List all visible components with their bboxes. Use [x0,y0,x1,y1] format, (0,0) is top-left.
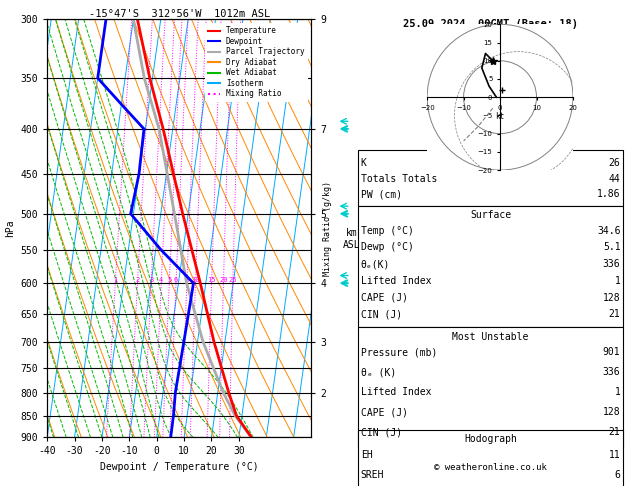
X-axis label: kt: kt [496,112,504,121]
Text: CIN (J): CIN (J) [361,427,402,437]
Text: PW (cm): PW (cm) [361,189,402,199]
Text: 34.6: 34.6 [597,226,620,236]
Text: 3: 3 [149,277,153,283]
Text: CIN (J): CIN (J) [361,309,402,319]
FancyBboxPatch shape [358,150,623,206]
Text: 25.09.2024  00GMT (Base: 18): 25.09.2024 00GMT (Base: 18) [403,19,578,29]
Text: 44: 44 [609,174,620,184]
Text: CAPE (J): CAPE (J) [361,407,408,417]
Text: 128: 128 [603,407,620,417]
Text: 1: 1 [113,277,118,283]
Text: Lifted Index: Lifted Index [361,276,431,286]
FancyBboxPatch shape [358,430,623,486]
Text: 21: 21 [609,309,620,319]
Text: 5.1: 5.1 [603,243,620,252]
Text: Mixing Ratio (g/kg): Mixing Ratio (g/kg) [323,181,331,276]
Text: 1.86: 1.86 [597,189,620,199]
Text: 336: 336 [603,367,620,377]
Text: 901: 901 [603,347,620,357]
Text: 26: 26 [609,158,620,168]
Text: 25: 25 [228,277,237,283]
Text: θₑ(K): θₑ(K) [361,259,390,269]
Text: 5: 5 [167,277,172,283]
Text: 21: 21 [609,427,620,437]
Text: Most Unstable: Most Unstable [452,331,529,342]
Text: θₑ (K): θₑ (K) [361,367,396,377]
FancyBboxPatch shape [358,206,623,327]
Text: 6: 6 [615,470,620,480]
Text: Surface: Surface [470,210,511,220]
FancyBboxPatch shape [358,327,623,448]
Text: 11: 11 [609,450,620,460]
Text: 15: 15 [208,277,216,283]
Text: Hodograph: Hodograph [464,434,517,444]
Text: SREH: SREH [361,470,384,480]
Y-axis label: hPa: hPa [5,220,15,237]
Legend: Temperature, Dewpoint, Parcel Trajectory, Dry Adiabat, Wet Adiabat, Isotherm, Mi: Temperature, Dewpoint, Parcel Trajectory… [205,23,308,102]
Title: -15°47'S  312°56'W  1012m ASL: -15°47'S 312°56'W 1012m ASL [89,9,270,18]
Text: 1: 1 [615,387,620,397]
Text: 8: 8 [185,277,189,283]
Text: 6: 6 [174,277,178,283]
Text: Pressure (mb): Pressure (mb) [361,347,437,357]
Text: Dewp (°C): Dewp (°C) [361,243,414,252]
Text: 4: 4 [159,277,164,283]
Text: © weatheronline.co.uk: © weatheronline.co.uk [434,463,547,471]
Y-axis label: km
ASL: km ASL [342,228,360,250]
Text: Lifted Index: Lifted Index [361,387,431,397]
Text: EH: EH [361,450,372,460]
Text: 10: 10 [191,277,199,283]
Text: Totals Totals: Totals Totals [361,174,437,184]
Text: 20: 20 [219,277,228,283]
Text: CAPE (J): CAPE (J) [361,293,408,303]
Text: Temp (°C): Temp (°C) [361,226,414,236]
Text: K: K [361,158,367,168]
X-axis label: Dewpoint / Temperature (°C): Dewpoint / Temperature (°C) [100,462,259,472]
Text: 128: 128 [603,293,620,303]
Text: 2: 2 [135,277,140,283]
Text: 1: 1 [615,276,620,286]
Text: 336: 336 [603,259,620,269]
